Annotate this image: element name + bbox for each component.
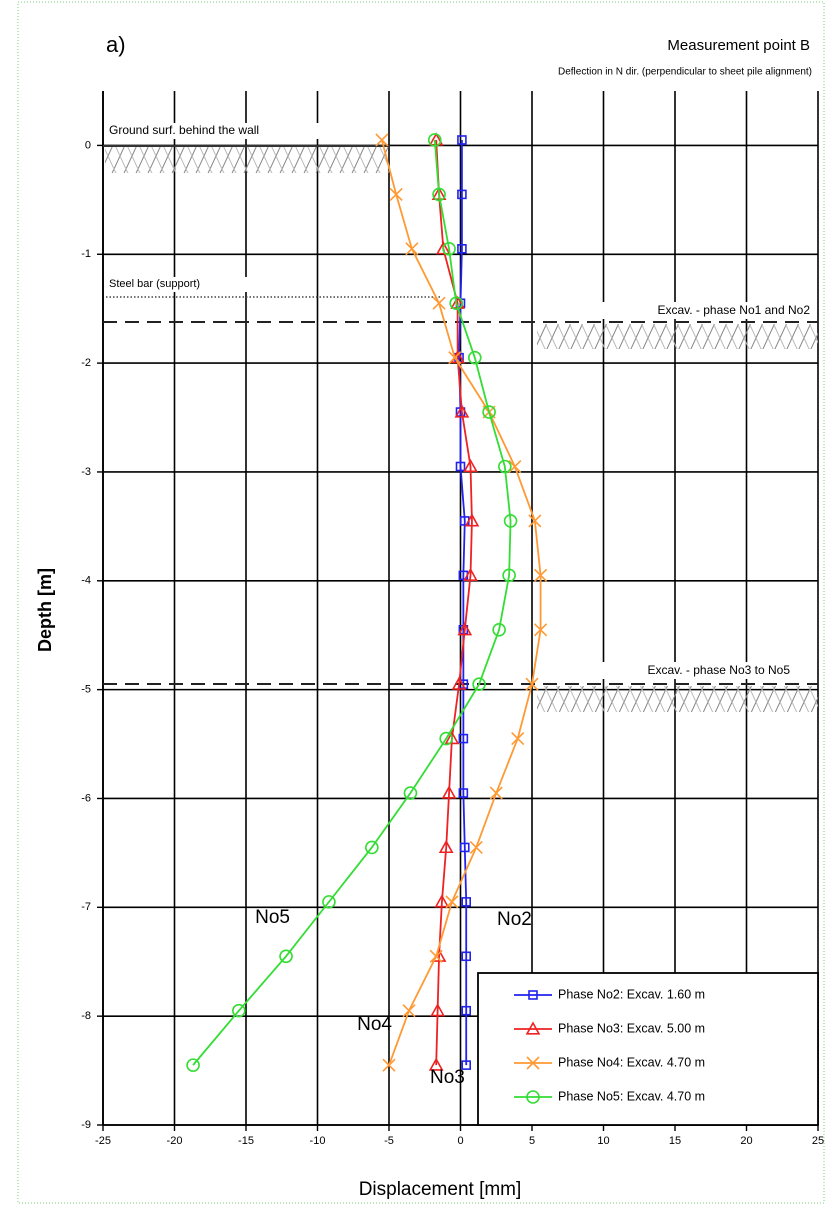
series-label: No3 (430, 1067, 465, 1088)
x-tick-label: -20 (167, 1135, 183, 1147)
marker (512, 733, 524, 745)
x-tick-label: 5 (529, 1135, 535, 1147)
excavation-hatch (537, 324, 818, 349)
x-tick-label: 0 (457, 1135, 463, 1147)
annotation: Ground surf. behind the wall (109, 123, 259, 137)
x-axis-label: Displacement [mm] (359, 1179, 522, 1200)
legend: Phase No2: Excav. 1.60 m Phase No3: Excav… (478, 973, 818, 1125)
annotation: Steel bar (support) (109, 278, 200, 290)
y-axis-label: Depth [m] (35, 568, 55, 652)
x-tick-label: -10 (310, 1135, 326, 1147)
x-tick-label: 20 (740, 1135, 752, 1147)
legend-label: Phase No3: Excav. 5.00 m (558, 1021, 705, 1035)
x-tick-label: 10 (597, 1135, 609, 1147)
marker (433, 297, 445, 309)
excavation-hatch (537, 686, 818, 712)
y-tick-label: -5 (81, 684, 91, 696)
y-tick-label: -3 (81, 466, 91, 478)
panel-label: a) (106, 32, 126, 57)
y-tick-label: -1 (81, 248, 91, 260)
marker (403, 1005, 415, 1017)
marker (406, 243, 418, 255)
marker (376, 134, 388, 146)
y-tick-label: -7 (81, 901, 91, 913)
x-tick-label: 25 (812, 1135, 824, 1147)
data (187, 134, 546, 1071)
y-tick-label: -2 (81, 357, 91, 369)
y-tick-label: -8 (81, 1010, 91, 1022)
ground-hatch (105, 147, 390, 173)
legend-label: Phase No5: Excav. 4.70 m (558, 1089, 705, 1103)
marker (470, 841, 482, 853)
x-tick-label: -25 (95, 1135, 111, 1147)
y-tick-label: -6 (81, 792, 91, 804)
series-label: No4 (357, 1014, 392, 1035)
chart: a) Measurement point B Deflection in N d… (0, 0, 826, 1205)
y-tick-label: 0 (85, 139, 91, 151)
x-tick-label: -15 (238, 1135, 254, 1147)
x-tick-label: -5 (384, 1135, 394, 1147)
series-label: No2 (497, 909, 532, 930)
chart-title: Measurement point B (667, 37, 810, 54)
chart-subtitle: Deflection in N dir. (perpendicular to s… (558, 67, 812, 78)
marker (390, 188, 402, 200)
annotation: Excav. - phase No1 and No2 (657, 303, 810, 317)
y-tick-label: -9 (81, 1119, 91, 1131)
marker (446, 896, 458, 908)
x-tick-label: 15 (669, 1135, 681, 1147)
page: a) Measurement point B Deflection in N d… (0, 0, 826, 1205)
y-tick-label: -4 (81, 575, 91, 587)
series-label: No5 (255, 907, 290, 928)
marker (490, 787, 502, 799)
legend-label: Phase No4: Excav. 4.70 m (558, 1055, 705, 1069)
annotation: Excav. - phase No3 to No5 (647, 663, 790, 677)
legend-label: Phase No2: Excav. 1.60 m (558, 987, 705, 1001)
